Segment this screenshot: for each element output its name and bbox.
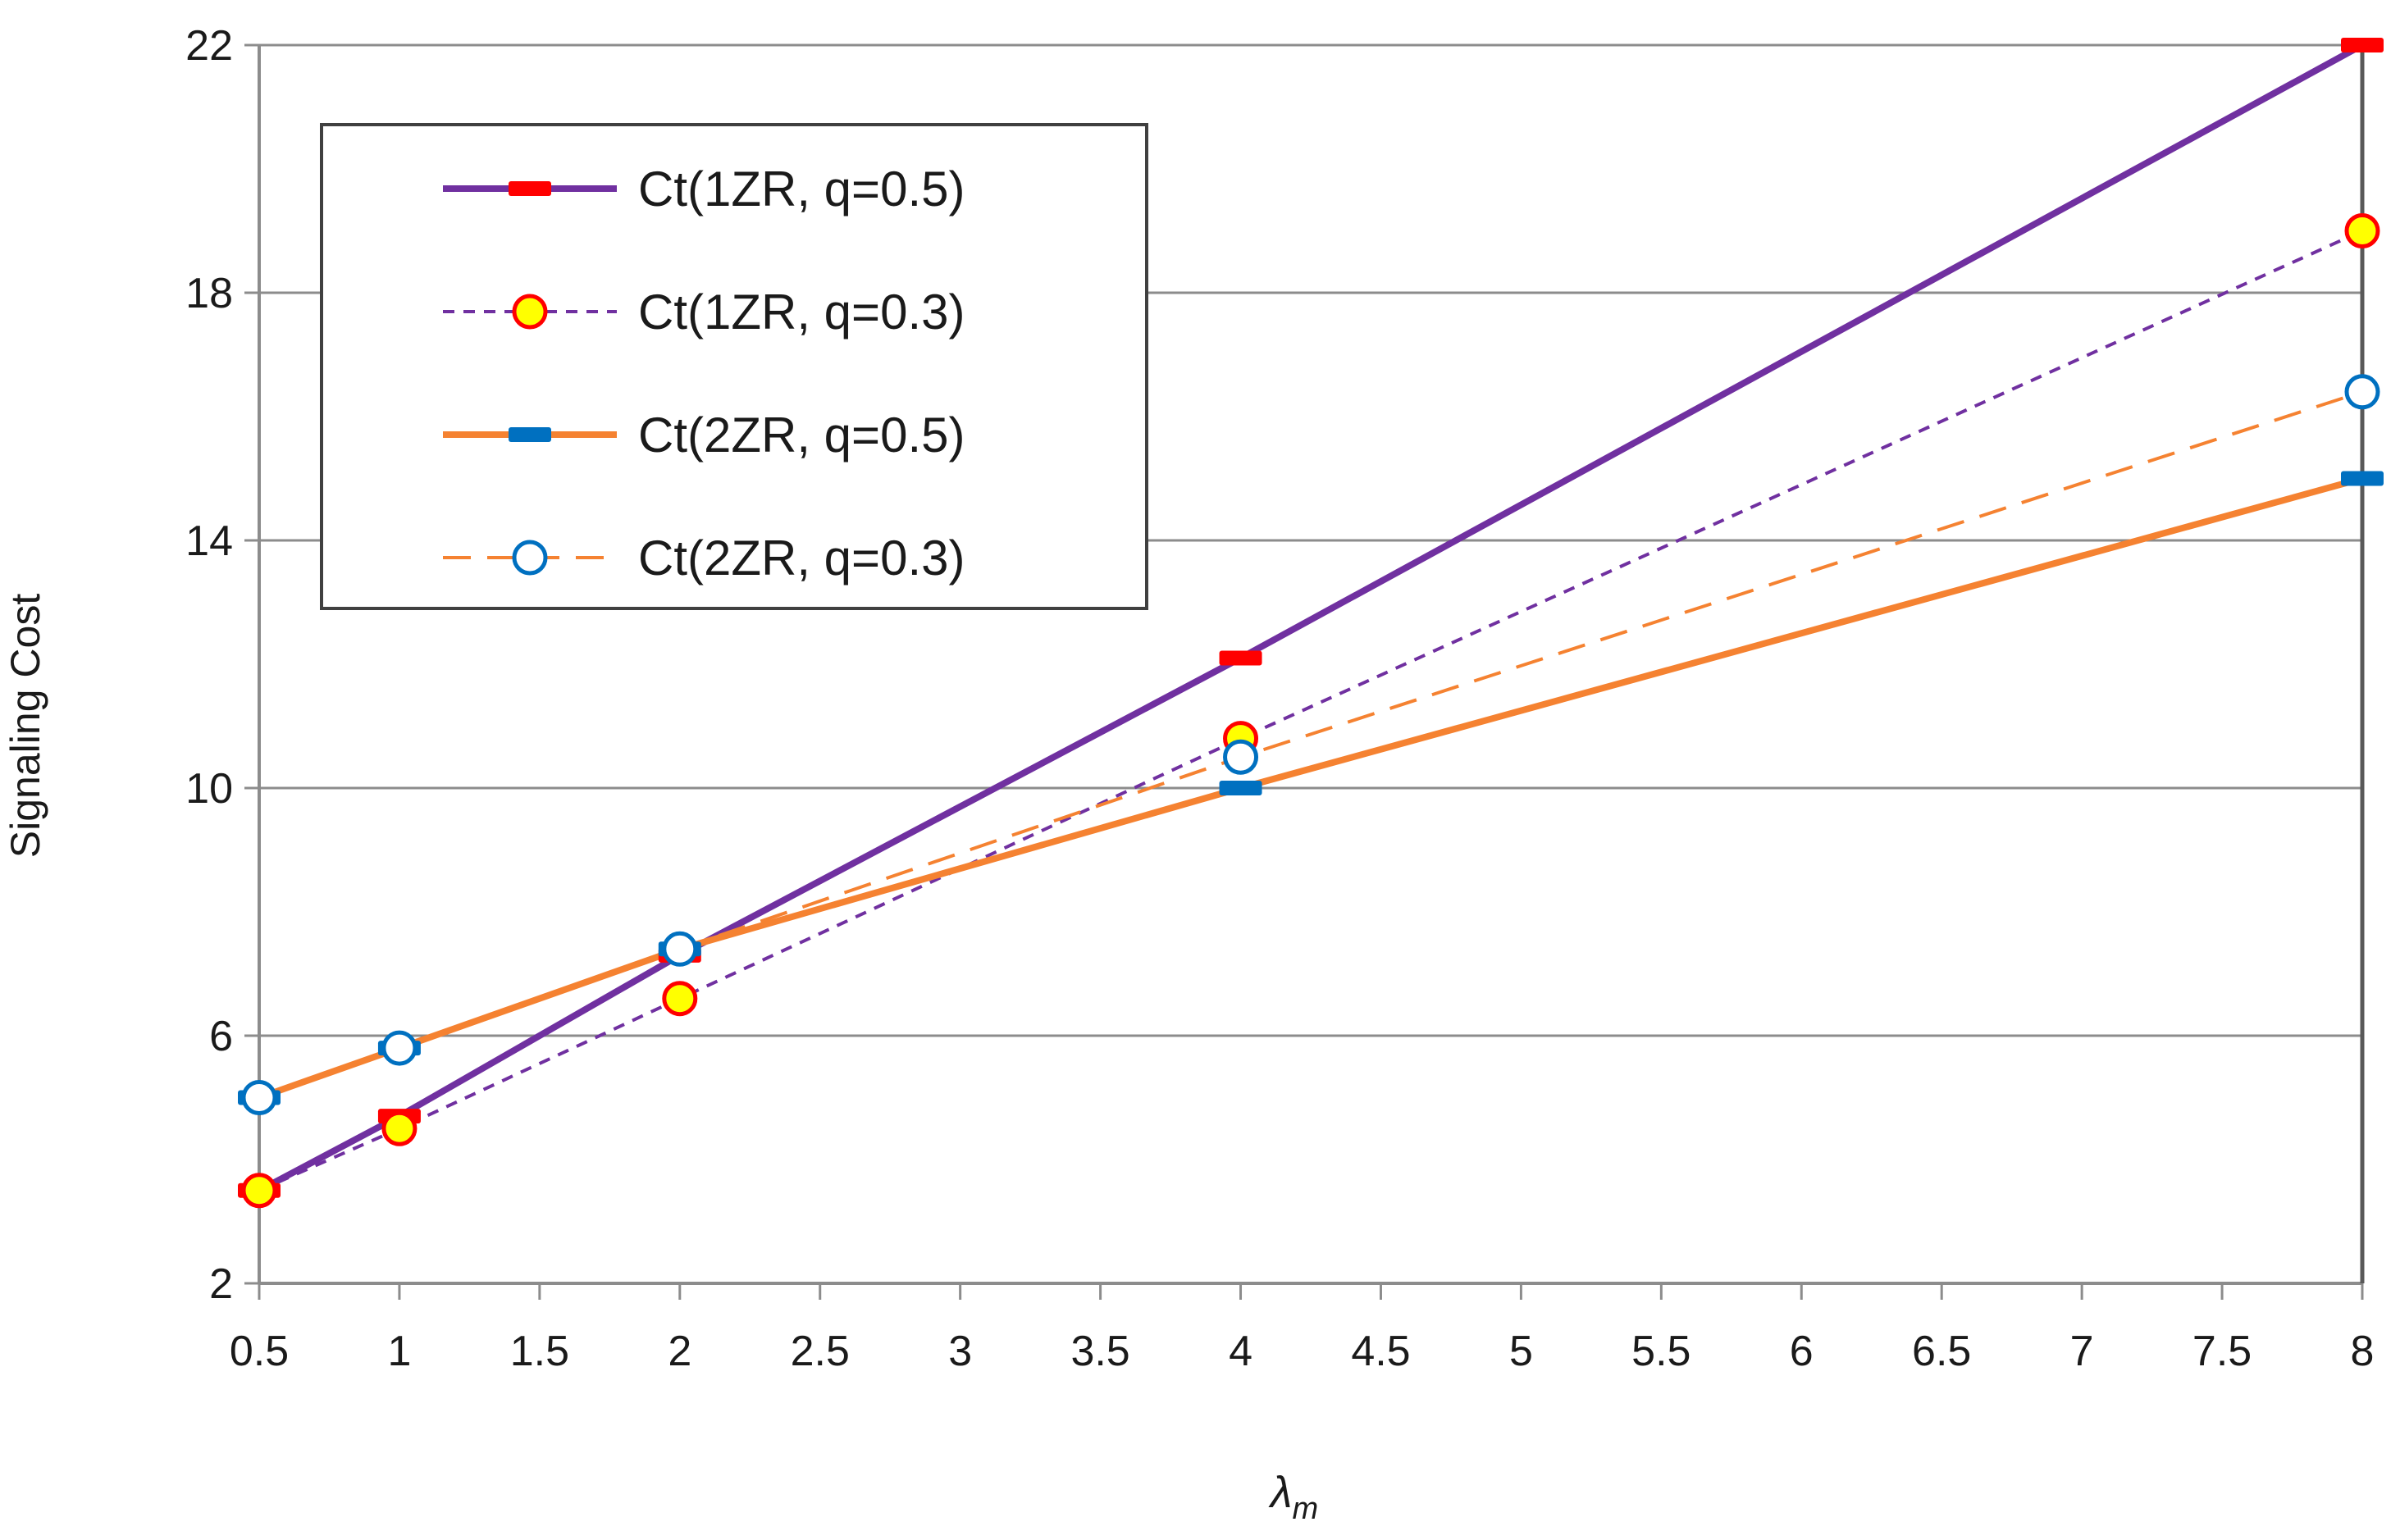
x-tick-label: 4 xyxy=(1229,1328,1252,1375)
y-tick-label: 10 xyxy=(185,765,233,813)
series-2-point xyxy=(241,1173,277,1209)
legend-label-2: Ct(1ZR, q=0.3) xyxy=(638,285,965,339)
x-axis-title: λm xyxy=(1268,1468,1318,1526)
x-tick-label: 1.5 xyxy=(510,1328,569,1375)
series-4-point xyxy=(2344,374,2380,410)
series-4-point xyxy=(381,1030,417,1066)
x-tick-label: 5.5 xyxy=(1631,1328,1690,1375)
legend-swatch-marker-2 xyxy=(512,294,548,330)
y-axis-title: Signaling Cost xyxy=(2,594,48,859)
legend-swatch-marker-1 xyxy=(509,181,551,196)
y-tick-label: 22 xyxy=(185,22,233,70)
x-tick-label: 8 xyxy=(2351,1328,2375,1375)
series-3-point xyxy=(1219,781,1262,795)
series-2-point xyxy=(662,981,698,1017)
legend-label-1: Ct(1ZR, q=0.5) xyxy=(638,162,965,216)
legend-label-3: Ct(2ZR, q=0.5) xyxy=(638,408,965,462)
x-tick-label: 7.5 xyxy=(2192,1328,2252,1375)
legend-label-4: Ct(2ZR, q=0.3) xyxy=(638,531,965,585)
y-tick-label: 14 xyxy=(185,517,233,565)
series-1-point xyxy=(1219,650,1262,666)
y-tick-label: 6 xyxy=(209,1013,233,1060)
x-tick-label: 4.5 xyxy=(1351,1328,1410,1375)
legend: Ct(1ZR, q=0.5) Ct(1ZR, q=0.3) Ct(2ZR, q=0.… xyxy=(320,123,1148,610)
x-axis-title-subscript: m xyxy=(1292,1492,1318,1526)
series-2-point xyxy=(2344,213,2380,248)
y-tick-label: 2 xyxy=(209,1260,233,1308)
marker-layer xyxy=(238,38,2384,1209)
series-1-point xyxy=(2341,38,2384,52)
series-4-point xyxy=(1223,739,1259,775)
x-tick-label: 6 xyxy=(1790,1328,1814,1375)
x-tick-label: 3.5 xyxy=(1070,1328,1129,1375)
series-4-point xyxy=(662,931,698,967)
x-tick-label: 3 xyxy=(948,1328,972,1375)
x-tick-label: 5 xyxy=(1509,1328,1533,1375)
x-axis-title-symbol: λ xyxy=(1268,1468,1293,1517)
series-2-point xyxy=(381,1110,417,1146)
x-tick-label: 2.5 xyxy=(791,1328,850,1375)
y-tick-label: 18 xyxy=(185,270,233,317)
legend-swatch-marker-4 xyxy=(512,540,548,576)
axis-layer: 2 6 10 14 18 22 0.5 1 1.5 2 2.5 3 3.5 4 4.5 5 5.5 6 6.5 7 7.… xyxy=(185,22,2374,1375)
x-tick-label: 6.5 xyxy=(1912,1328,1971,1375)
x-tick-label: 1 xyxy=(387,1328,411,1375)
x-tick-label: 2 xyxy=(668,1328,691,1375)
x-tick-label: 7 xyxy=(2070,1328,2094,1375)
series-3-point xyxy=(2341,471,2384,486)
x-tick-label: 0.5 xyxy=(230,1328,289,1375)
legend-swatch-marker-3 xyxy=(509,427,551,442)
series-4-point xyxy=(241,1080,277,1115)
legend-box xyxy=(320,123,1148,610)
